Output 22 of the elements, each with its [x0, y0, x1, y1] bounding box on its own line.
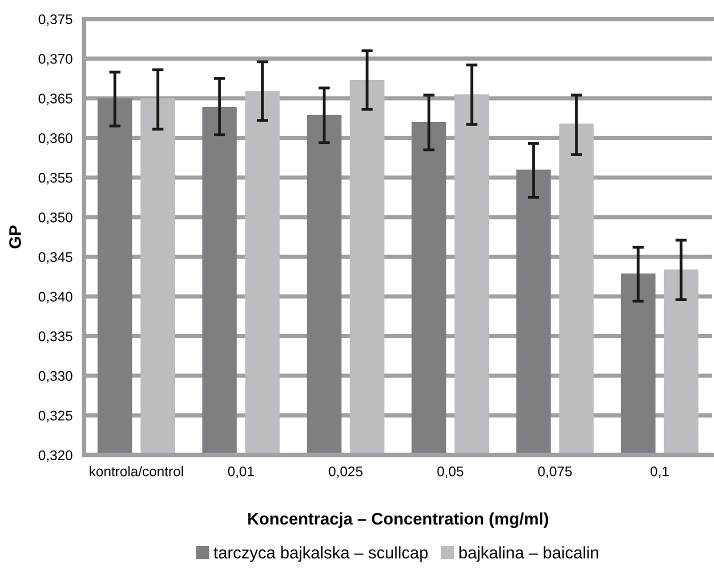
- x-tick-label: 0,025: [328, 466, 362, 478]
- x-tick-label: kontrola/control: [90, 466, 183, 476]
- y-tick-label: 0,355: [38, 172, 72, 184]
- x-tick-label: 0,01: [228, 466, 254, 478]
- x-tick-label: 0,05: [437, 466, 464, 478]
- y-tick-label: 0,335: [38, 331, 72, 343]
- y-tick-label: 0,325: [38, 410, 72, 422]
- y-tick-label: 0,365: [38, 94, 72, 106]
- y-tick-label: 0,375: [38, 14, 72, 26]
- y-tick-label: 0,350: [38, 212, 72, 224]
- y-tick-label: 0,320: [38, 450, 72, 462]
- x-tick-label: 0,075: [538, 466, 572, 478]
- y-tick-label: 0,360: [38, 133, 72, 145]
- x-tick-label: 0,1: [650, 466, 669, 478]
- legend-label: bajkalina – baicalin: [459, 546, 598, 562]
- legend-label: tarczyca bajkalska – scullcap: [214, 546, 428, 562]
- y-tick-label: 0,330: [38, 371, 72, 383]
- y-tick-label: 0,340: [38, 292, 72, 304]
- y-tick-label: 0,370: [38, 54, 72, 66]
- y-axis-title: GP: [9, 226, 21, 248]
- y-tick-label: 0,345: [38, 252, 72, 264]
- x-axis-title: Koncentracja – Concentration (mg/ml): [248, 512, 548, 528]
